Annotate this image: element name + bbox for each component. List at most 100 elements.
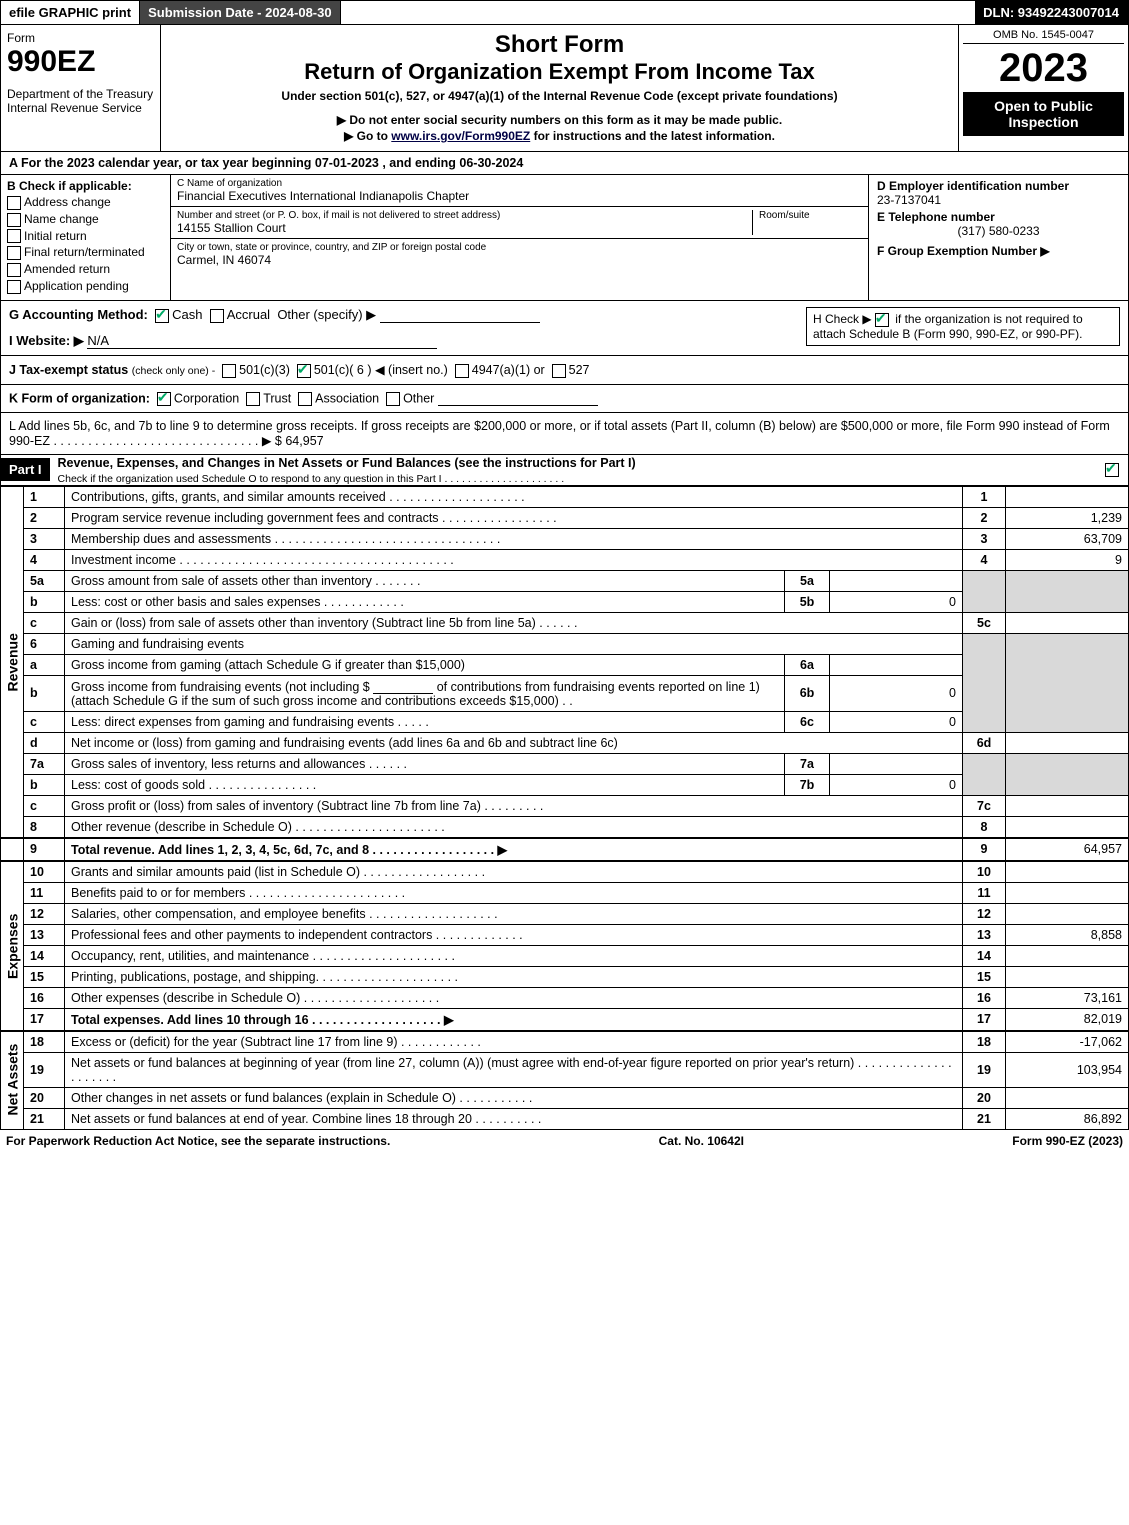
ein-label: D Employer identification number [877, 179, 1120, 193]
checkbox-name-change[interactable]: Name change [7, 212, 164, 227]
other-org-field[interactable] [438, 391, 598, 406]
form-label: Form [7, 31, 154, 45]
submission-date: Submission Date - 2024-08-30 [140, 1, 341, 24]
open-to-public: Open to Public Inspection [963, 92, 1124, 136]
section-l-gross-receipts: L Add lines 5b, 6c, and 7b to line 9 to … [0, 413, 1129, 455]
part-1-table: Revenue 1 Contributions, gifts, grants, … [0, 486, 1129, 1130]
section-b-checkboxes: B Check if applicable: Address change Na… [1, 175, 171, 300]
checkbox-4947[interactable] [455, 364, 469, 378]
header-center: Short Form Return of Organization Exempt… [161, 25, 958, 151]
table-row: 4 Investment income . . . . . . . . . . … [1, 549, 1129, 570]
fundraising-contrib-field[interactable] [373, 679, 433, 694]
checkbox-corporation[interactable] [157, 392, 171, 406]
form-identifier: Form 990-EZ (2023) [1012, 1134, 1123, 1148]
line-a-tax-year: A For the 2023 calendar year, or tax yea… [0, 152, 1129, 175]
city-label: City or town, state or province, country… [177, 242, 862, 253]
table-row: 17 Total expenses. Add lines 10 through … [1, 1008, 1129, 1031]
section-g: G Accounting Method: Cash Accrual Other … [9, 307, 790, 349]
catalog-number: Cat. No. 10642I [659, 1134, 744, 1148]
section-c-org: C Name of organization Financial Executi… [171, 175, 868, 300]
part-1-check-note: Check if the organization used Schedule … [58, 473, 565, 485]
checkbox-trust[interactable] [246, 392, 260, 406]
checkbox-address-change[interactable]: Address change [7, 195, 164, 210]
page-footer: For Paperwork Reduction Act Notice, see … [0, 1130, 1129, 1152]
section-d-e-f: D Employer identification number 23-7137… [868, 175, 1128, 300]
checkbox-501c3[interactable] [222, 364, 236, 378]
org-name: Financial Executives International India… [177, 189, 862, 203]
group-exemption-label: F Group Exemption Number ▶ [877, 244, 1120, 258]
room-label: Room/suite [759, 210, 862, 221]
table-row: 16 Other expenses (describe in Schedule … [1, 987, 1129, 1008]
table-row: 19 Net assets or fund balances at beginn… [1, 1052, 1129, 1087]
org-address: 14155 Stallion Court [177, 221, 752, 235]
table-row: 3 Membership dues and assessments . . . … [1, 528, 1129, 549]
table-row: b Less: cost of goods sold . . . . . . .… [1, 774, 1129, 795]
checkbox-final-return[interactable]: Final return/terminated [7, 245, 164, 260]
form-header: Form 990EZ Department of the Treasury In… [0, 25, 1129, 152]
expenses-section-label: Expenses [1, 861, 24, 1031]
table-row: 13 Professional fees and other payments … [1, 924, 1129, 945]
phone-label: E Telephone number [877, 210, 1120, 224]
paperwork-notice: For Paperwork Reduction Act Notice, see … [6, 1134, 390, 1148]
section-h: H Check ▶ if the organization is not req… [806, 307, 1120, 346]
checkbox-other-org[interactable] [386, 392, 400, 406]
table-row: 6 Gaming and fundraising events [1, 633, 1129, 654]
website-value: N/A [87, 333, 437, 349]
table-row: 21 Net assets or fund balances at end of… [1, 1108, 1129, 1129]
checkbox-initial-return[interactable]: Initial return [7, 229, 164, 244]
table-row: 8 Other revenue (describe in Schedule O)… [1, 816, 1129, 838]
checkbox-application-pending[interactable]: Application pending [7, 279, 164, 294]
table-row: c Gain or (loss) from sale of assets oth… [1, 612, 1129, 633]
ssn-warning: ▶ Do not enter social security numbers o… [171, 113, 948, 127]
org-info-block: B Check if applicable: Address change Na… [0, 175, 1129, 301]
accounting-method-label: G Accounting Method: [9, 307, 148, 322]
section-b-label: B Check if applicable: [7, 179, 164, 193]
section-g-h: G Accounting Method: Cash Accrual Other … [0, 301, 1129, 356]
table-row: Revenue 1 Contributions, gifts, grants, … [1, 486, 1129, 507]
checkbox-amended-return[interactable]: Amended return [7, 262, 164, 277]
irs-link[interactable]: www.irs.gov/Form990EZ [391, 129, 530, 143]
netassets-section-label: Net Assets [1, 1031, 24, 1130]
table-row: c Gross profit or (loss) from sales of i… [1, 795, 1129, 816]
subtitle: Under section 501(c), 527, or 4947(a)(1)… [171, 89, 948, 103]
part-1-label: Part I [1, 458, 50, 481]
table-row: b Less: cost or other basis and sales ex… [1, 591, 1129, 612]
checkbox-association[interactable] [298, 392, 312, 406]
efile-label: efile GRAPHIC print [1, 1, 140, 24]
checkbox-527[interactable] [552, 364, 566, 378]
table-row: Net Assets 18 Excess or (deficit) for th… [1, 1031, 1129, 1053]
addr-label: Number and street (or P. O. box, if mail… [177, 210, 752, 221]
checkbox-accrual[interactable] [210, 309, 224, 323]
form-number: 990EZ [7, 45, 154, 79]
dln-label: DLN: 93492243007014 [975, 1, 1128, 24]
checkbox-schedule-b-not-required[interactable] [875, 313, 889, 327]
revenue-section-label: Revenue [1, 486, 24, 838]
table-row: a Gross income from gaming (attach Sched… [1, 654, 1129, 675]
checkbox-cash[interactable] [155, 309, 169, 323]
header-left: Form 990EZ Department of the Treasury In… [1, 25, 161, 151]
checkbox-schedule-o-part1[interactable] [1105, 463, 1119, 477]
section-k: K Form of organization: Corporation Trus… [0, 385, 1129, 413]
table-row: 20 Other changes in net assets or fund b… [1, 1087, 1129, 1108]
top-bar: efile GRAPHIC print Submission Date - 20… [0, 0, 1129, 25]
table-row: d Net income or (loss) from gaming and f… [1, 732, 1129, 753]
table-row: 5a Gross amount from sale of assets othe… [1, 570, 1129, 591]
org-name-label: C Name of organization [177, 178, 862, 189]
ein-value: 23-7137041 [877, 193, 1120, 207]
checkbox-501c[interactable] [297, 364, 311, 378]
table-row: 7a Gross sales of inventory, less return… [1, 753, 1129, 774]
section-j: J Tax-exempt status (check only one) - 5… [0, 356, 1129, 385]
table-row: 12 Salaries, other compensation, and emp… [1, 903, 1129, 924]
tax-year: 2023 [963, 44, 1124, 92]
table-row: 9 Total revenue. Add lines 1, 2, 3, 4, 5… [1, 838, 1129, 861]
table-row: b Gross income from fundraising events (… [1, 675, 1129, 711]
short-form-title: Short Form [171, 31, 948, 59]
main-title: Return of Organization Exempt From Incom… [171, 59, 948, 85]
dept-label: Department of the Treasury Internal Reve… [7, 87, 154, 115]
goto-instructions: ▶ Go to www.irs.gov/Form990EZ for instru… [171, 129, 948, 143]
header-right: OMB No. 1545-0047 2023 Open to Public In… [958, 25, 1128, 151]
table-row: 15 Printing, publications, postage, and … [1, 966, 1129, 987]
table-row: 2 Program service revenue including gove… [1, 507, 1129, 528]
other-specify-field[interactable] [380, 308, 540, 323]
phone-value: (317) 580-0233 [877, 224, 1120, 238]
